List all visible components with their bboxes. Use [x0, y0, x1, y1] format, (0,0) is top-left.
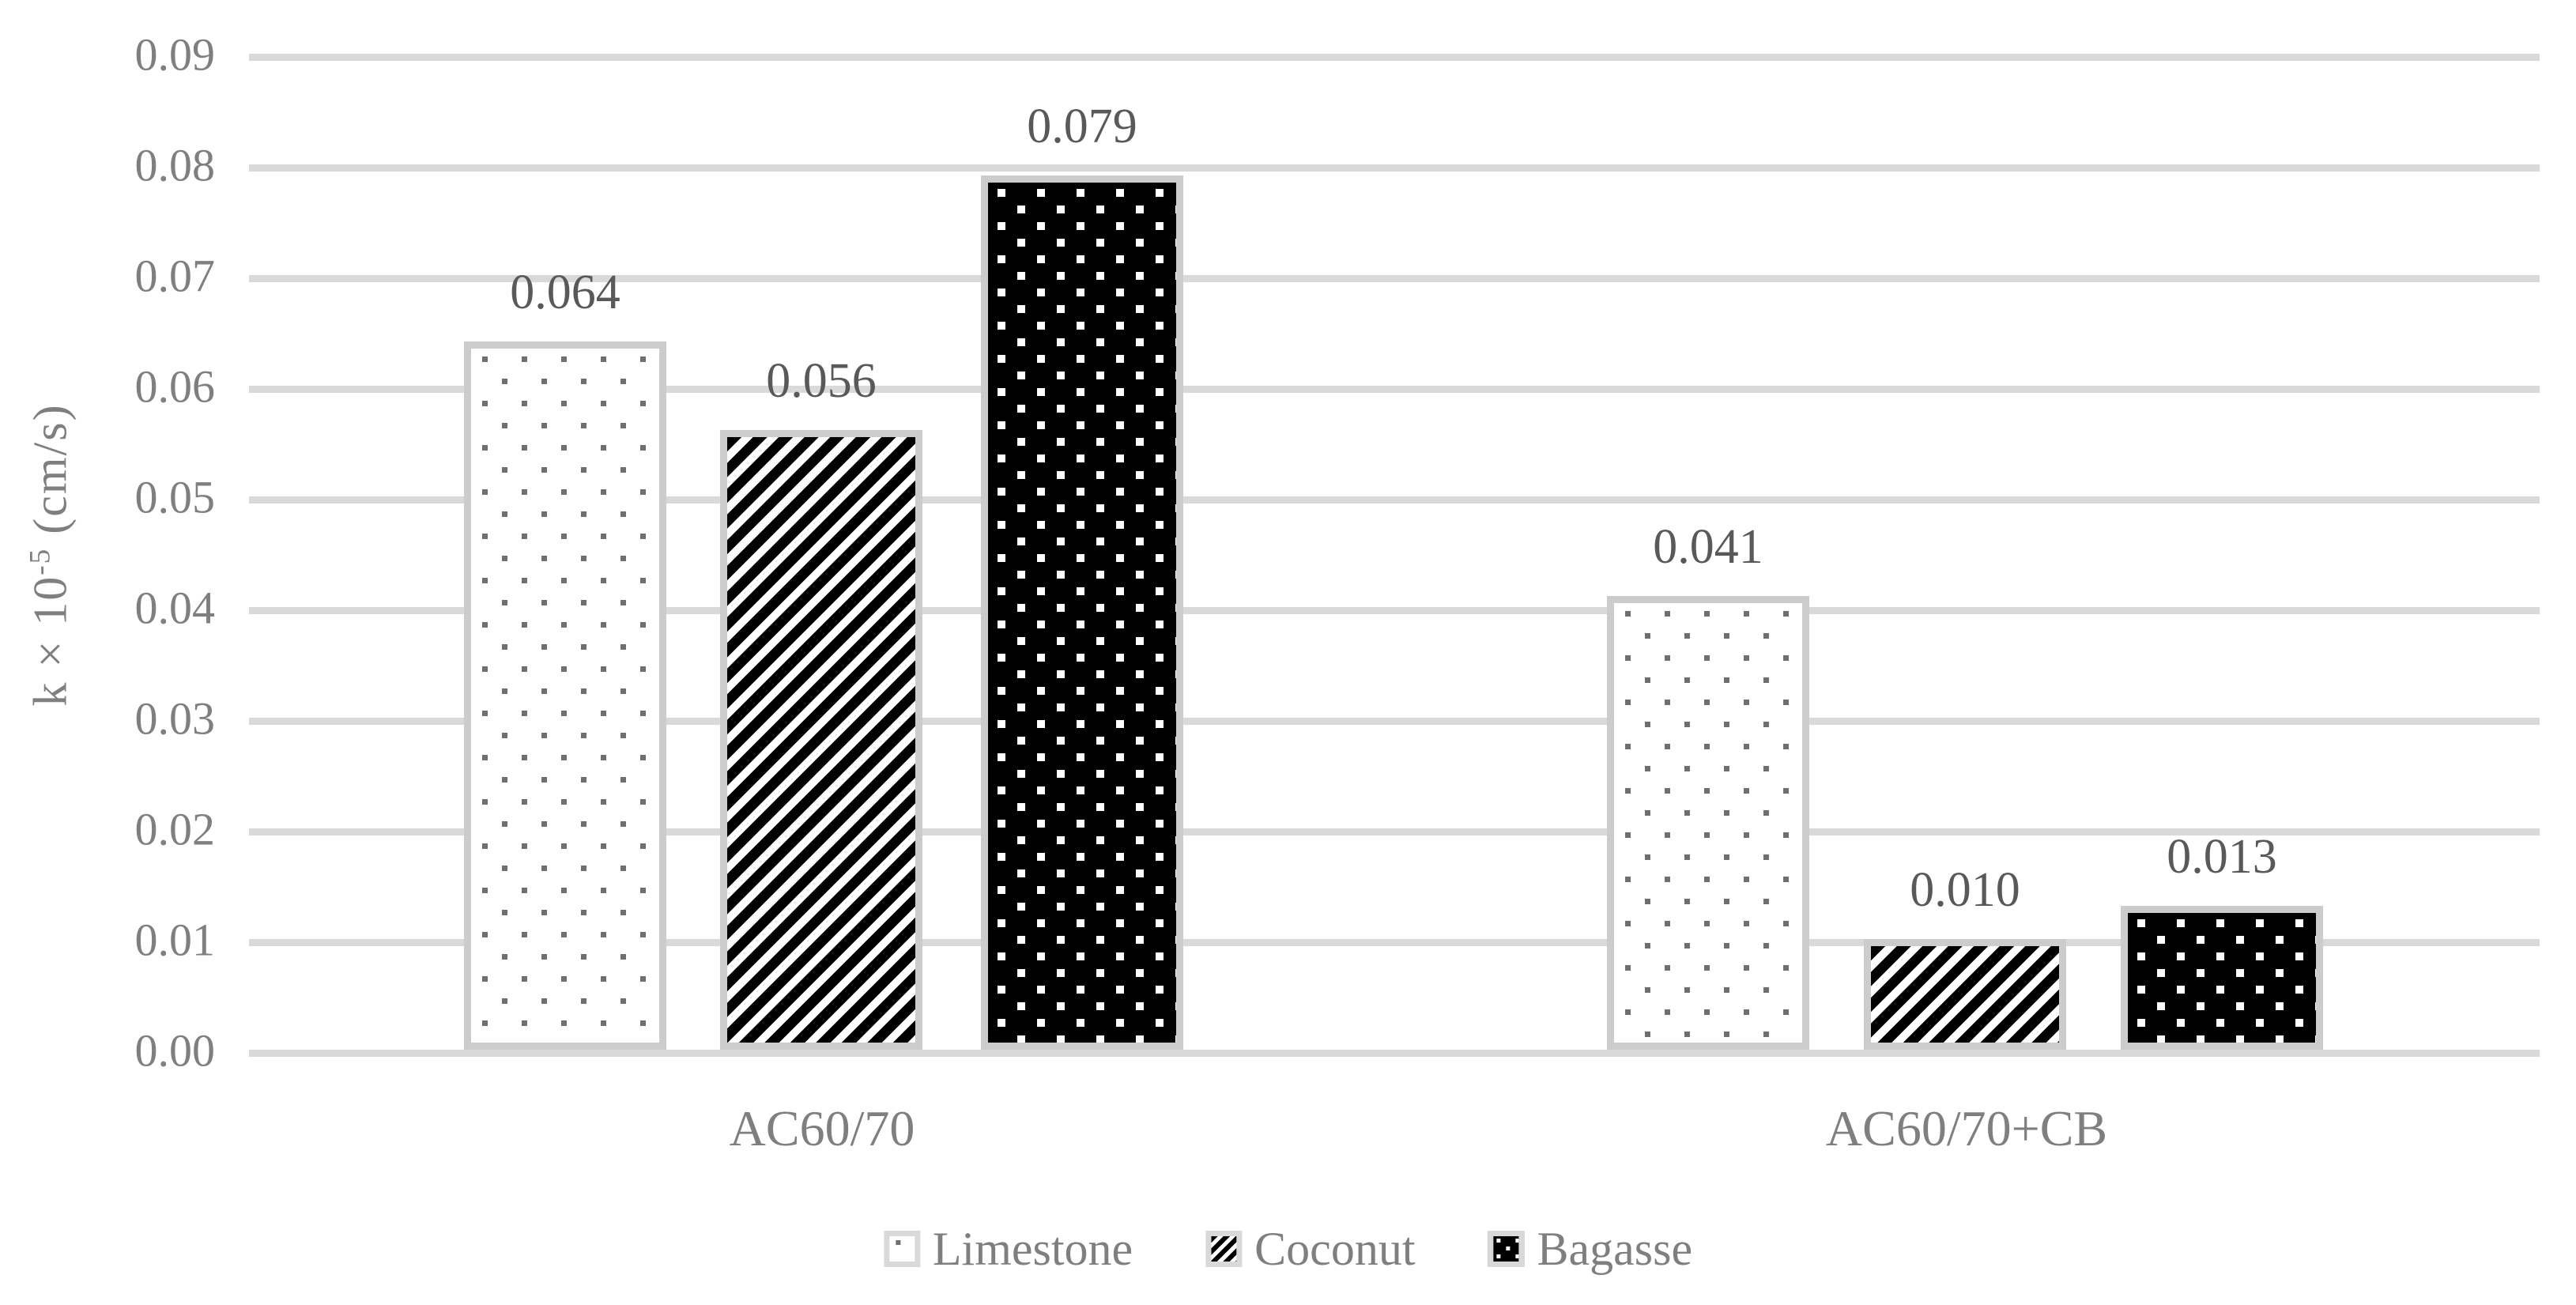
y-tick-label-0.00: 0.00: [134, 1024, 216, 1077]
gridline-0.02: [249, 828, 2540, 835]
limestone-swatch-icon: [883, 1231, 920, 1267]
category-label-ac6070cb: AC60/70+CB: [1825, 1100, 2108, 1156]
y-tick-label-0.06: 0.06: [134, 360, 216, 413]
bar-bagasse-ac6070: 0.079: [981, 102, 1183, 1050]
bar-value-label: 0.010: [1910, 863, 2020, 917]
gridline-0.09: [249, 54, 2540, 61]
bar-value-label: 0.013: [2167, 830, 2277, 884]
legend-label: Bagasse: [1537, 1223, 1693, 1275]
y-tick-label-0.02: 0.02: [134, 803, 216, 855]
gridline-0.07: [249, 275, 2540, 282]
y-tick-label-0.04: 0.04: [134, 582, 216, 634]
legend: Limestone Coconut Bagasse: [883, 1223, 1692, 1275]
legend-label: Limestone: [932, 1223, 1133, 1275]
y-tick-label-0.03: 0.03: [134, 692, 216, 745]
gridline-0.03: [249, 718, 2540, 725]
legend-item-bagasse: Bagasse: [1488, 1225, 1692, 1273]
legend-label: Coconut: [1254, 1223, 1416, 1275]
y-tick-label-0.08: 0.08: [134, 139, 216, 191]
plot-area: 0.064 0.056 0.079 0.041 0.010 0.013: [249, 54, 2540, 1057]
bar-value-label: 0.079: [1027, 100, 1137, 153]
bar-value-label: 0.056: [766, 354, 877, 408]
y-tick-label-0.05: 0.05: [134, 471, 216, 523]
bar-value-label: 0.041: [1653, 520, 1763, 574]
bar-value-label: 0.064: [510, 266, 620, 319]
x-axis-line: [249, 1050, 2540, 1057]
y-tick-label-0.09: 0.09: [134, 28, 216, 81]
gridline-0.08: [249, 164, 2540, 172]
legend-item-coconut: Coconut: [1205, 1225, 1415, 1273]
gridline-0.04: [249, 607, 2540, 614]
legend-item-limestone: Limestone: [883, 1223, 1133, 1275]
category-label-ac6070: AC60/70: [729, 1100, 915, 1156]
bar-coconut-ac6070: 0.056: [720, 356, 922, 1050]
bar-bagasse-ac6070cb: 0.013: [2121, 832, 2323, 1050]
gridline-0.06: [249, 386, 2540, 393]
y-axis-title: k × 10-5 (cm/s): [24, 403, 78, 706]
gridline-0.05: [249, 496, 2540, 504]
bar-limestone-ac6070: 0.064: [464, 268, 666, 1050]
y-tick-label-0.07: 0.07: [134, 250, 216, 302]
bagasse-swatch-icon: [1488, 1231, 1525, 1267]
y-tick-label-0.01: 0.01: [134, 914, 216, 966]
bar-coconut-ac6070cb: 0.010: [1864, 866, 2066, 1050]
bar-limestone-ac6070cb: 0.041: [1607, 522, 1809, 1050]
gridline-0.01: [249, 939, 2540, 946]
coconut-swatch-icon: [1205, 1231, 1243, 1267]
y-axis-title-exponent: -5: [24, 547, 57, 575]
